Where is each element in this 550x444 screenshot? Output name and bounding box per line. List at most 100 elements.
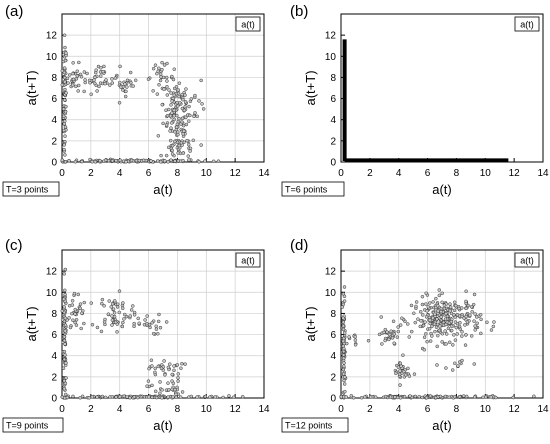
- data-point: [472, 362, 477, 366]
- data-point: [470, 310, 474, 314]
- y-tick-label: 12: [325, 31, 337, 42]
- data-point: [183, 362, 187, 366]
- data-point: [468, 313, 472, 317]
- data-point: [444, 311, 448, 316]
- data-point: [90, 159, 95, 164]
- data-point: [448, 305, 453, 309]
- x-tick-label: 8: [175, 404, 181, 415]
- data-point: [444, 342, 448, 346]
- data-point: [74, 84, 78, 89]
- data-point: [343, 375, 347, 379]
- panel-label: (d): [290, 237, 308, 254]
- data-point: [63, 153, 67, 157]
- data-point: [158, 160, 163, 164]
- data-point: [63, 353, 67, 357]
- data-point: [60, 158, 65, 162]
- data-point: [166, 365, 171, 370]
- data-point: [191, 138, 196, 143]
- data-point: [170, 387, 174, 392]
- data-point: [489, 328, 494, 332]
- data-point: [114, 158, 118, 163]
- data-point: [394, 371, 398, 376]
- data-point: [117, 310, 122, 315]
- data-point: [203, 159, 207, 163]
- y-tick-label: 0: [330, 394, 336, 405]
- data-point: [62, 335, 67, 339]
- data-point: [339, 394, 344, 399]
- data-point: [396, 325, 400, 329]
- data-point: [342, 299, 347, 303]
- y-tick-label: 4: [330, 351, 336, 362]
- x-tick-label: 12: [230, 404, 242, 415]
- data-point: [118, 395, 122, 399]
- data-point: [160, 67, 164, 72]
- data-point: [383, 338, 387, 343]
- data-point: [437, 293, 442, 298]
- data-point: [389, 329, 393, 333]
- data-point: [443, 394, 448, 399]
- x-tick-label: 2: [88, 168, 94, 179]
- data-point: [125, 85, 129, 89]
- data-point: [472, 395, 477, 399]
- data-point: [424, 302, 428, 306]
- data-point: [87, 78, 92, 83]
- data-point: [440, 340, 444, 344]
- data-point: [150, 383, 154, 388]
- data-point: [341, 349, 346, 354]
- data-point: [83, 78, 87, 82]
- x-tick-label: 10: [201, 404, 213, 415]
- data-point: [402, 394, 407, 399]
- data-point: [178, 151, 183, 156]
- data-point: [68, 325, 73, 330]
- data-point: [448, 302, 452, 306]
- data-point: [65, 395, 70, 400]
- data-point: [125, 78, 130, 83]
- data-point: [60, 395, 65, 399]
- data-point: [63, 392, 68, 397]
- data-point: [388, 395, 393, 399]
- data-point: [159, 153, 163, 158]
- data-point: [61, 107, 66, 111]
- y-tick-label: 4: [330, 115, 336, 126]
- data-point: [149, 358, 154, 363]
- data-point: [203, 394, 208, 399]
- y-tick-label: 10: [325, 52, 337, 63]
- data-point: [64, 376, 68, 380]
- data-point: [76, 292, 81, 297]
- data-point: [180, 361, 184, 366]
- x-tick-label: 14: [537, 168, 549, 179]
- data-point: [170, 111, 174, 115]
- data-point: [155, 92, 160, 96]
- x-tick-label: 0: [338, 404, 344, 415]
- data-point: [110, 395, 115, 399]
- data-point: [70, 299, 75, 303]
- data-point: [61, 366, 66, 370]
- data-point: [154, 324, 158, 329]
- data-point: [158, 380, 162, 384]
- data-point: [460, 329, 464, 334]
- data-point: [112, 311, 117, 315]
- data-point: [383, 394, 388, 399]
- data-point: [103, 395, 108, 400]
- lag-label: T=3 points: [6, 185, 49, 195]
- data-point: [173, 159, 177, 163]
- data-point: [168, 129, 172, 133]
- data-point: [448, 309, 452, 313]
- data-point: [159, 75, 163, 79]
- data-point: [157, 66, 161, 71]
- data-point: [169, 126, 173, 130]
- data-point: [60, 83, 65, 87]
- data-point: [143, 318, 147, 322]
- data-point: [455, 332, 460, 336]
- data-point: [117, 101, 122, 105]
- x-tick-label: 4: [396, 404, 402, 415]
- data-point: [98, 158, 102, 163]
- data-point: [453, 361, 457, 366]
- data-point: [155, 159, 160, 163]
- data-point: [176, 159, 181, 163]
- data-point: [115, 305, 120, 309]
- data-point: [165, 79, 169, 83]
- data-point: [63, 316, 68, 320]
- data-point: [172, 368, 176, 373]
- data-point: [424, 396, 429, 400]
